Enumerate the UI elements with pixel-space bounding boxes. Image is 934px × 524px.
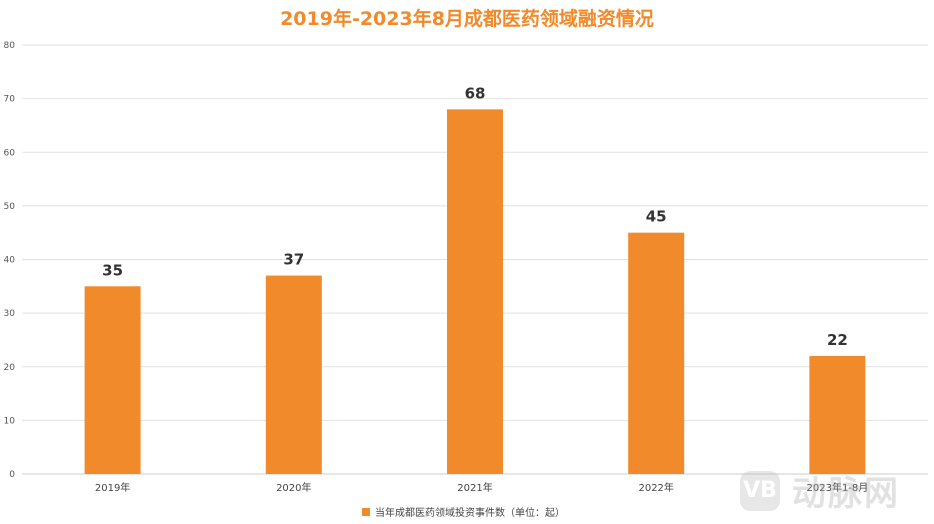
x-tick-label: 2019年 [95, 481, 130, 494]
watermark: VB 动脉网 [740, 466, 900, 515]
x-tick-label: 2020年 [276, 481, 311, 494]
legend-swatch [362, 507, 370, 516]
y-tick-label: 30 [4, 309, 16, 319]
bar [265, 275, 322, 474]
y-tick-label: 20 [4, 363, 16, 373]
data-label: 68 [465, 84, 486, 102]
y-tick-label: 10 [4, 416, 16, 426]
bar [84, 286, 141, 474]
bar [809, 356, 866, 474]
x-tick-label: 2023年1-8月 [807, 481, 869, 494]
data-label: 35 [102, 261, 123, 279]
data-label: 22 [827, 331, 848, 349]
y-tick-label: 40 [4, 256, 16, 266]
watermark-logo: VB [740, 470, 780, 511]
watermark-text: 动脉网 [792, 474, 900, 514]
data-label: 45 [646, 208, 667, 226]
x-tick-label: 2022年 [638, 481, 673, 494]
y-tick-label: 60 [4, 148, 16, 158]
bar [447, 109, 503, 474]
y-tick-label: 0 [9, 470, 15, 480]
y-tick-label: 70 [4, 95, 16, 105]
bar [628, 232, 685, 474]
legend-label: 当年成都医药领域投资事件数（单位：起） [375, 508, 565, 519]
chart-title: 2019年-2023年8月成都医药领域融资情况 [280, 8, 654, 30]
y-tick-label: 80 [4, 41, 16, 51]
data-label: 37 [283, 251, 304, 269]
legend: 当年成都医药领域投资事件数（单位：起） [362, 504, 565, 519]
y-tick-label: 50 [4, 202, 16, 212]
x-tick-label: 2021年 [457, 481, 492, 494]
